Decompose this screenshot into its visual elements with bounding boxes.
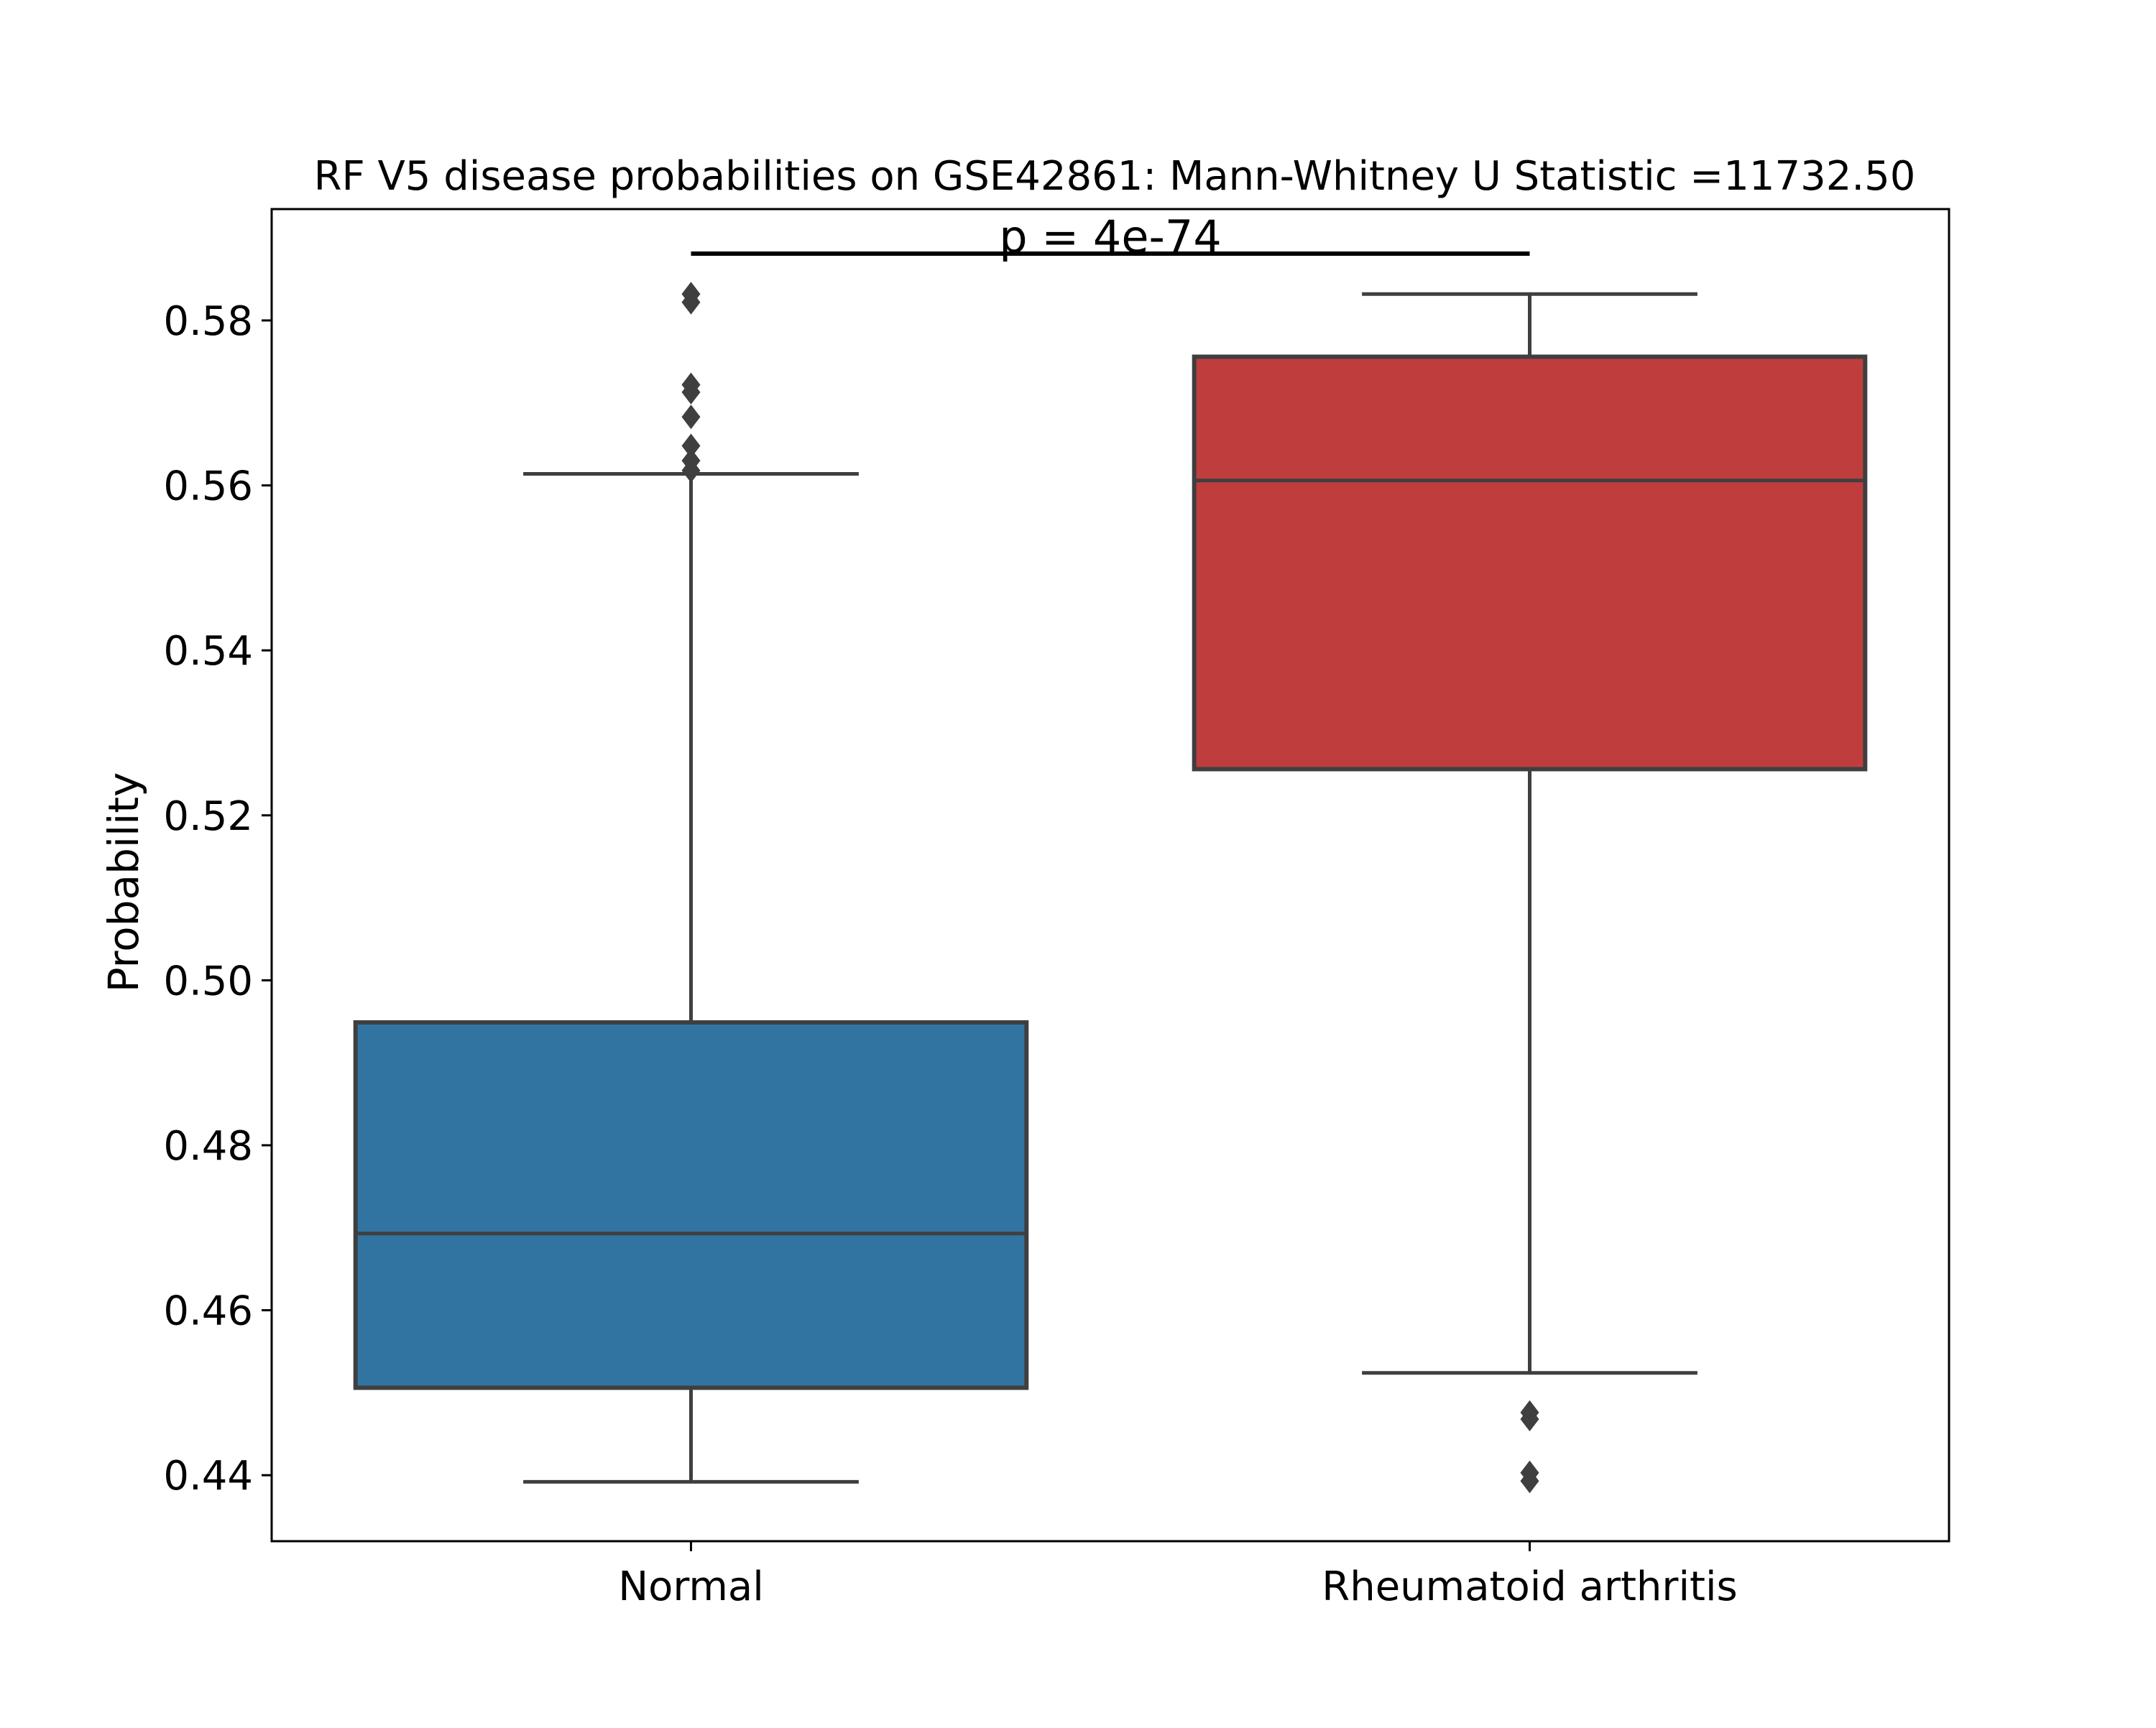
chart-title: RF V5 disease probabilities on GSE42861:… [314,153,1916,200]
y-axis-label: Probability [99,772,148,993]
outlier-point [681,433,701,458]
outlier-point [681,372,701,397]
box-rheumatoid-arthritis [1192,354,1868,772]
y-tick-label: 0.52 [163,793,253,840]
axes: 0.44 0.46 0.48 0.50 0.52 0.54 0.56 0.58 Normal Rh… [163,208,1950,1610]
x-tick-label: Rheumatoid arthritis [1322,1563,1737,1610]
box-normal [353,1020,1029,1390]
box-group-rheumatoid-arthritis [1192,292,1868,1494]
y-tick-label: 0.50 [163,958,253,1004]
outlier-point [681,448,701,473]
y-tick-label: 0.48 [163,1123,253,1170]
y-tick-label: 0.44 [163,1453,253,1500]
y-tick-label: 0.56 [163,463,253,510]
outlier-point [681,405,701,430]
outlier-point [1520,1400,1539,1425]
p-value-label: p = 4e-74 [999,211,1222,263]
box-group-normal [353,282,1029,1484]
significance-annotation: p = 4e-74 [691,211,1530,263]
outlier-point [1520,1469,1539,1494]
y-tick-label: 0.54 [163,628,253,675]
x-tick-label: Normal [618,1563,764,1610]
plot-frame [270,208,1950,1543]
outlier-point [681,282,701,307]
y-tick-label: 0.58 [163,298,253,345]
plot-area [353,282,1868,1494]
y-tick-label: 0.46 [163,1288,253,1335]
